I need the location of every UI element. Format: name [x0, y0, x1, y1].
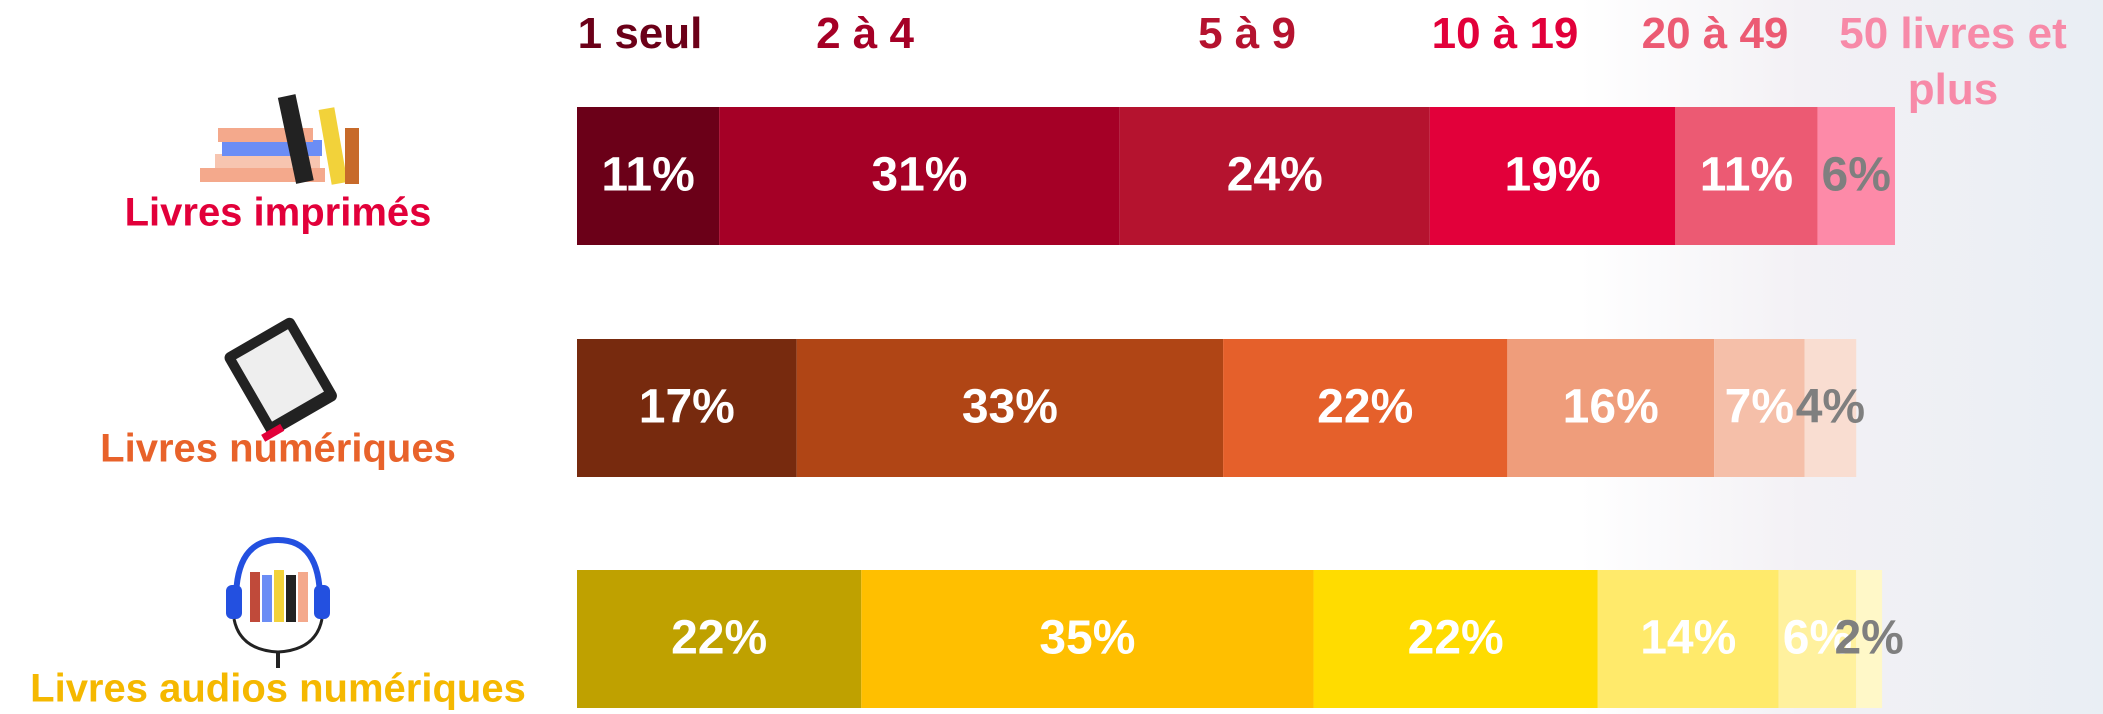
value-label: 11%: [601, 149, 694, 202]
value-label: 24%: [1227, 149, 1323, 202]
value-label: 31%: [871, 149, 967, 202]
value-label: 4%: [1796, 381, 1865, 434]
value-label: 16%: [1563, 381, 1659, 434]
audio-icon: [226, 540, 330, 668]
value-label: 22%: [1408, 612, 1504, 665]
value-label: 22%: [1317, 381, 1413, 434]
value-label: 33%: [962, 381, 1058, 434]
value-label: 6%: [1822, 149, 1891, 202]
row-label: Livres numériques: [100, 427, 456, 471]
books-icon: [200, 94, 359, 185]
value-label: 35%: [1039, 612, 1135, 665]
row-label: Livres audios numériques: [30, 667, 526, 711]
value-label: 2%: [1834, 612, 1903, 665]
legend-label: 50 livres et plus: [1803, 6, 2103, 118]
value-label: 22%: [671, 612, 767, 665]
legend-label: 5 à 9: [1097, 6, 1397, 62]
value-label: 7%: [1725, 381, 1794, 434]
value-label: 11%: [1700, 149, 1793, 202]
value-label: 14%: [1640, 612, 1736, 665]
ereader-icon: [217, 316, 339, 442]
row-label: Livres imprimés: [125, 191, 432, 235]
value-label: 17%: [639, 381, 735, 434]
legend-label: 2 à 4: [715, 6, 1015, 62]
value-label: 19%: [1505, 149, 1601, 202]
